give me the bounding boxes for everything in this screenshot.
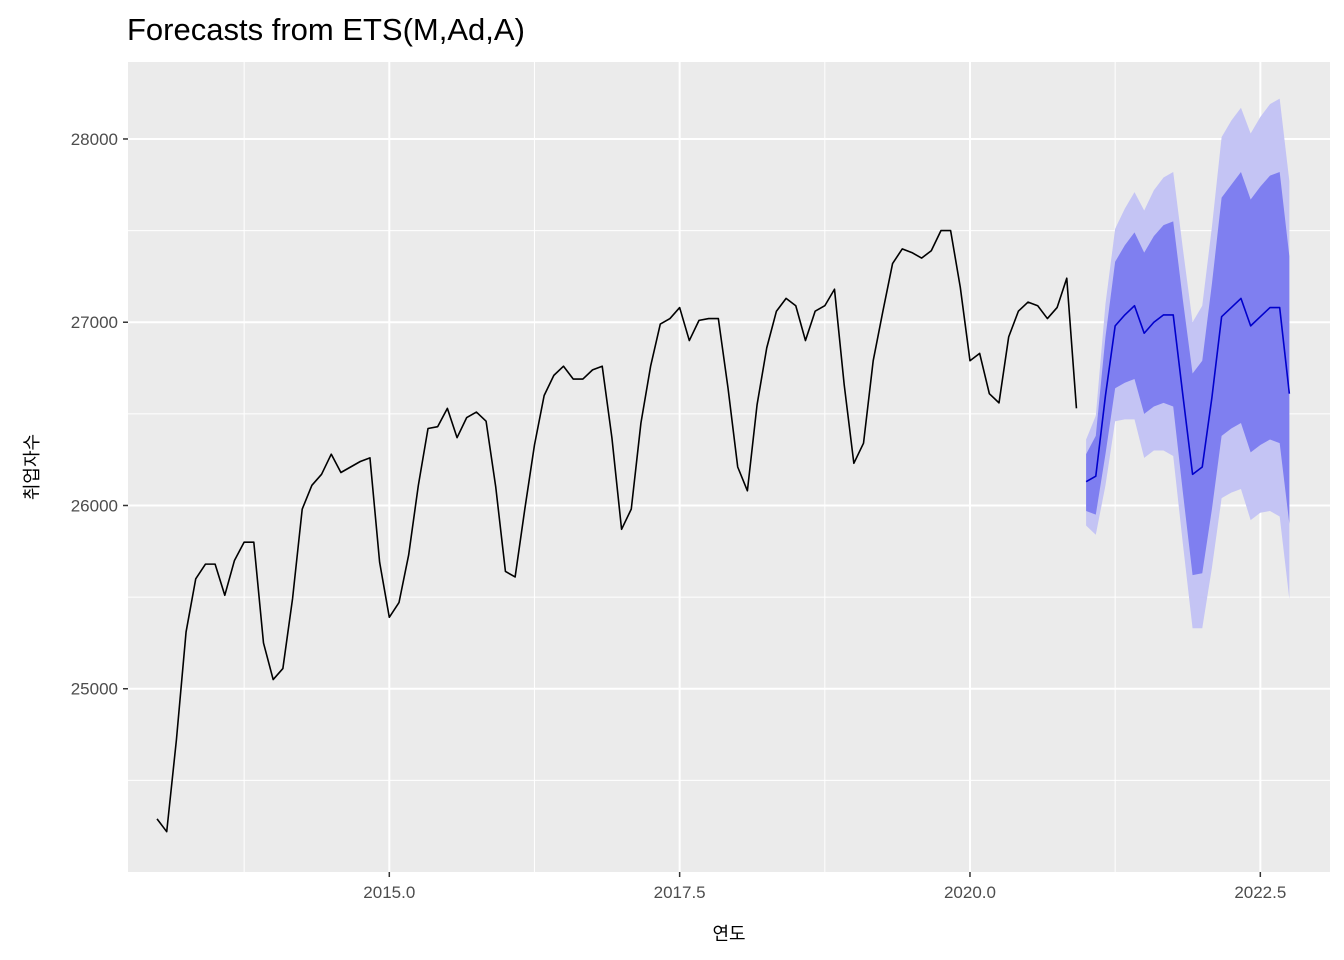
chart-title: Forecasts from ETS(M,Ad,A) <box>127 12 525 47</box>
y-tick-label: 25000 <box>71 680 118 699</box>
forecast-mean-line <box>1085 297 1291 483</box>
y-tick-label: 26000 <box>71 496 118 515</box>
forecast-bands <box>1086 98 1290 629</box>
x-tick-label: 2015.0 <box>363 883 415 902</box>
x-tick-label: 2020.0 <box>944 883 996 902</box>
history-line <box>156 229 1078 833</box>
y-tick-label: 27000 <box>71 313 118 332</box>
series-lines <box>156 229 1291 833</box>
y-tick-label: 28000 <box>71 130 118 149</box>
forecast-band-80 <box>1086 171 1290 576</box>
axis-tick-labels: 2015.0 2017.5 2020.0 2022.5 25000 26000 27000 2… <box>71 130 1287 902</box>
axis-ticks <box>123 138 1262 877</box>
plot-panel <box>128 62 1330 872</box>
x-tick-label: 2022.5 <box>1234 883 1286 902</box>
y-axis-title: 취업자수 <box>22 434 43 500</box>
grid-major <box>128 62 1330 872</box>
x-tick-label: 2017.5 <box>654 883 706 902</box>
x-axis-title: 연도 <box>712 924 745 945</box>
